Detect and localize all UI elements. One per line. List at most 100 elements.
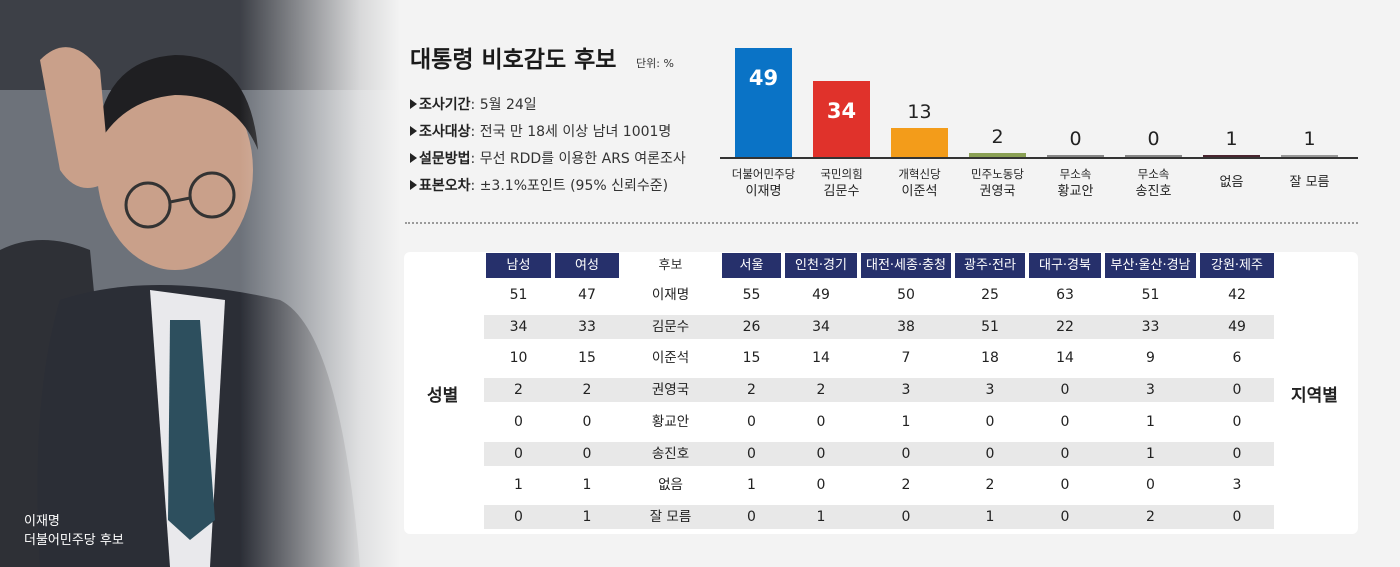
info-survey-period: 조사기간: 5월 24일 [410,94,537,114]
bar [969,152,1026,157]
region-label: 지역별 [1291,386,1338,406]
candidate-name: 이준석 [901,184,938,199]
gender-label: 성별 [427,386,459,406]
unit-label: 단위: % [636,57,674,70]
column-header: 광주·전라 [955,253,1025,278]
bar-baseline [720,157,1358,159]
table-cell: 49 [1228,319,1246,335]
table-cell: 0 [816,446,826,462]
info-survey-target: 조사대상: 전국 만 18세 이상 남녀 1001명 [410,121,671,141]
candidate-name: 송진호 [1135,184,1172,199]
bar [813,81,870,157]
table-cell: 0 [901,509,911,525]
table-cell: 0 [1232,382,1242,398]
candidate-name: 김문수 [823,184,860,199]
table-cell: 1 [1146,446,1155,462]
table-cell: 9 [1146,350,1155,366]
table-cell: 1 [985,509,995,525]
table-cell: 0 [816,414,826,430]
table-cell: 33 [1141,319,1160,335]
table-cell: 14 [812,350,830,366]
candidate-name: 없음 [1219,175,1244,190]
column-header: 남성 [486,253,551,278]
table-candidate-cell: 잘 모름 [649,509,692,525]
table-cell: 7 [901,350,911,366]
row-stripe [484,378,1274,402]
table-cell: 63 [1056,287,1074,303]
bar [1125,155,1182,157]
bar [1047,155,1104,157]
column-header: 인천·경기 [785,253,857,278]
column-header: 대구·경북 [1029,253,1101,278]
table-cell: 2 [1146,509,1155,525]
table-cell: 0 [747,446,756,462]
party-name: 무소속 [1059,167,1092,181]
table-cell: 0 [1060,414,1070,430]
bar-value-label: 0 [1147,128,1160,150]
table-cell: 34 [509,319,528,335]
party-name: 국민의힘 [820,167,863,181]
table-cell: 55 [742,287,761,303]
bar-value-label: 13 [907,101,932,124]
bar [1203,154,1260,157]
party-name: 무소속 [1137,167,1170,181]
table-cell: 42 [1228,287,1246,303]
table-cell: 0 [1060,477,1070,493]
bar [735,48,792,157]
table-cell: 1 [582,477,592,493]
row-stripe [484,442,1274,466]
table-cell: 3 [1146,382,1155,398]
column-header: 강원·제주 [1200,253,1274,278]
column-header: 여성 [555,253,619,278]
table-candidate-cell: 권영국 [651,382,690,398]
info-survey-method: 설문방법: 무선 RDD를 이용한 ARS 여론조사 [410,148,686,168]
table-cell: 3 [1232,477,1242,493]
table-cell: 50 [897,287,915,303]
photo-caption: 이재명 더불어민주당 후보 [24,512,124,550]
table-cell: 0 [1060,446,1070,462]
caption-name: 이재명 [24,514,60,529]
table-cell: 0 [1060,509,1070,525]
unfavorability-bar-chart: 49 더불어민주당 이재명 34 국민의힘 김문수 13 개혁신당 이준석 2 민주노동당 권영국 0 무… [720,40,1360,210]
triangle-bullet-icon [410,180,417,190]
table-cell: 0 [747,414,756,430]
table-cell: 0 [985,414,995,430]
table-candidate-cell: 황교안 [651,414,690,430]
chart-title: 대통령 비호감도 후보 [410,47,617,73]
bar-value-label: 0 [1069,128,1082,150]
table-cell: 6 [1232,350,1242,366]
table-cell: 2 [582,382,592,398]
bar-category-label: 민주노동당 권영국 [956,166,1040,200]
candidate-name: 이재명 [745,184,782,199]
table-candidate-cell: 이준석 [651,350,690,366]
row-stripe [484,505,1274,529]
table-cell: 0 [514,446,523,462]
table-cell: 0 [747,509,756,525]
column-header: 서울 [722,253,781,278]
table-candidate-cell: 김문수 [651,319,690,335]
table-cell: 2 [514,382,523,398]
party-name: 개혁신당 [898,167,941,181]
table-cell: 1 [582,509,592,525]
table-cell: 1 [747,477,756,493]
table-cell: 25 [981,287,999,303]
table-cell: 0 [582,414,592,430]
table-candidate-cell: 이재명 [651,287,690,303]
table-cell: 1 [901,414,911,430]
candidate-name: 황교안 [1057,184,1094,199]
table-cell: 0 [1232,414,1242,430]
caption-party: 더불어민주당 후보 [24,533,124,548]
table-cell: 0 [1060,382,1070,398]
table-cell: 51 [981,319,999,335]
table-cell: 2 [985,477,995,493]
bar-value-label: 34 [826,99,857,124]
photo-fade [240,0,400,567]
table-cell: 22 [1056,319,1074,335]
candidate-name: 잘 모름 [1289,175,1330,190]
triangle-bullet-icon [410,153,417,163]
table-candidate-cell: 없음 [658,477,683,493]
table-candidate-cell: 송진호 [651,446,690,462]
